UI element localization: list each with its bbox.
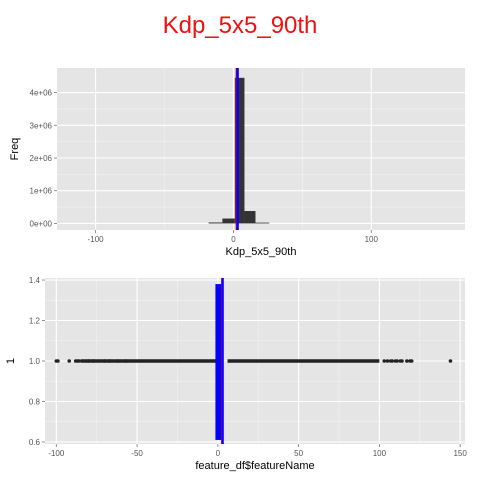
x-tick-label: -50	[131, 449, 143, 458]
y-tick-label: 1.0	[29, 357, 41, 366]
y-axis-label: Freq	[9, 138, 21, 161]
x-tick-label: 100	[365, 235, 379, 244]
data-point	[77, 359, 81, 363]
data-point	[115, 359, 120, 363]
x-axis-label: feature_df$featureName	[195, 460, 314, 472]
x-tick-label: -100	[88, 235, 105, 244]
y-tick-label: 0e+00	[30, 219, 53, 228]
x-tick-label: 0	[216, 449, 221, 458]
histogram-bar	[234, 77, 245, 224]
x-axis-label: Kdp_5x5_90th	[226, 246, 297, 258]
data-point	[107, 359, 112, 363]
y-tick-label: 2e+06	[30, 154, 53, 163]
y-tick-label: 3e+06	[30, 121, 53, 130]
y-tick-label: 0.6	[29, 438, 41, 447]
data-point	[86, 359, 91, 363]
histogram-bar	[244, 211, 256, 224]
chart-panel-2: -100 -50 0 50 100 150 0.6 0.8 1.0 1.2 1.4 feature_d…	[5, 276, 467, 472]
data-point	[395, 359, 399, 363]
data-point	[102, 359, 107, 363]
data-point	[409, 359, 414, 363]
y-tick-label: 1e+06	[30, 187, 53, 196]
x-tick-label: -100	[48, 449, 65, 458]
chart-panel-1: -100 0 100 0e+00 1e+06 2e+06 3e+06 4e+06 Kdp_5x5…	[9, 68, 465, 258]
y-tick-label: 4e+06	[30, 89, 53, 98]
data-point	[91, 359, 96, 363]
data-point	[405, 359, 409, 363]
data-point	[385, 359, 390, 363]
data-point	[67, 359, 72, 363]
mean-band	[215, 284, 224, 440]
chart-title: Kdp_5x5_90th	[162, 12, 318, 39]
y-tick-label: 0.8	[29, 397, 41, 406]
y-tick-label: 1.4	[29, 276, 41, 285]
data-point	[56, 359, 60, 363]
histogram-bar	[222, 218, 235, 224]
data-point	[390, 359, 395, 363]
x-tick-label: 0	[231, 235, 236, 244]
x-tick-label: 150	[453, 449, 467, 458]
data-point	[400, 359, 404, 363]
x-tick-label: 50	[294, 449, 303, 458]
data-point	[123, 359, 128, 363]
y-tick-label: 1.2	[29, 317, 41, 326]
plot-background	[57, 68, 465, 230]
histogram-bar	[255, 222, 270, 224]
histogram-bar	[208, 222, 223, 224]
y-axis-label: 1	[5, 358, 17, 364]
x-tick-label: 100	[373, 449, 387, 458]
data-point	[382, 359, 387, 363]
data-point	[448, 359, 453, 363]
